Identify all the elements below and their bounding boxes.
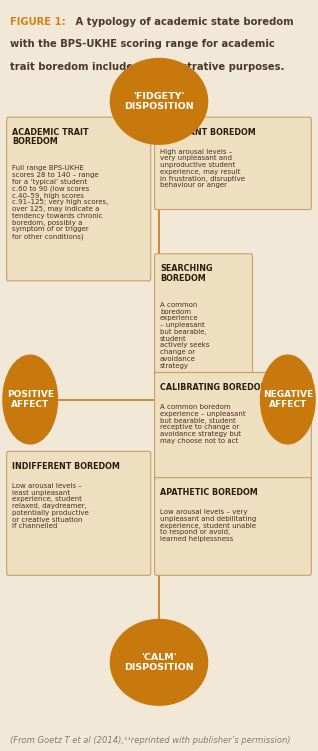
Text: Low arousal levels –
least unpleasant
experience, student
relaxed, daydreamer,
p: Low arousal levels – least unpleasant ex… [12, 483, 89, 529]
Text: ACADEMIC TRAIT
BOREDOM: ACADEMIC TRAIT BOREDOM [12, 128, 89, 146]
FancyBboxPatch shape [155, 478, 311, 575]
Text: 'CALM'
DISPOSITION: 'CALM' DISPOSITION [124, 653, 194, 672]
FancyBboxPatch shape [155, 254, 252, 377]
Text: (From Goetz T et al (2014),¹¹reprinted with publisher’s permission): (From Goetz T et al (2014),¹¹reprinted w… [10, 736, 290, 745]
Text: NEGATIVE
AFFECT: NEGATIVE AFFECT [263, 390, 313, 409]
Ellipse shape [110, 619, 208, 706]
Text: REACTANT BOREDOM: REACTANT BOREDOM [160, 128, 256, 137]
Text: APATHETIC BOREDOM: APATHETIC BOREDOM [160, 488, 258, 497]
Ellipse shape [2, 354, 58, 445]
Text: with the BPS-UKHE scoring range for academic: with the BPS-UKHE scoring range for acad… [10, 39, 274, 49]
Text: CALIBRATING BOREDOM: CALIBRATING BOREDOM [160, 383, 268, 392]
Text: POSITIVE
AFFECT: POSITIVE AFFECT [7, 390, 54, 409]
Text: Low arousal levels – very
unpleasant and debilitating
experience, student unable: Low arousal levels – very unpleasant and… [160, 509, 256, 542]
Text: 'FIDGETY'
DISPOSITION: 'FIDGETY' DISPOSITION [124, 92, 194, 111]
Text: A typology of academic state boredom: A typology of academic state boredom [72, 17, 293, 26]
Text: SEARCHING
BOREDOM: SEARCHING BOREDOM [160, 264, 212, 283]
Text: FIGURE 1:: FIGURE 1: [10, 17, 65, 26]
FancyBboxPatch shape [155, 372, 311, 482]
Ellipse shape [110, 58, 208, 145]
FancyBboxPatch shape [7, 451, 151, 575]
Ellipse shape [260, 354, 316, 445]
FancyBboxPatch shape [155, 117, 311, 210]
Text: trait boredom included for illustrative purposes.: trait boredom included for illustrative … [10, 62, 284, 71]
Text: Full range BPS-UKHE
scores 28 to 140 – range
for a ‘typical’ student
c.60 to 90 : Full range BPS-UKHE scores 28 to 140 – r… [12, 165, 108, 240]
Text: A common boredom
experience – unpleasant
but bearable, student
receptive to chan: A common boredom experience – unpleasant… [160, 404, 245, 444]
Text: High arousal levels –
very unpleasant and
unproductive student
experience, may r: High arousal levels – very unpleasant an… [160, 149, 245, 189]
Text: A common
boredom
experience
– unpleasant
but bearable,
student
actively seeks
ch: A common boredom experience – unpleasant… [160, 302, 210, 369]
FancyBboxPatch shape [7, 117, 151, 281]
Text: INDIFFERENT BOREDOM: INDIFFERENT BOREDOM [12, 462, 120, 471]
